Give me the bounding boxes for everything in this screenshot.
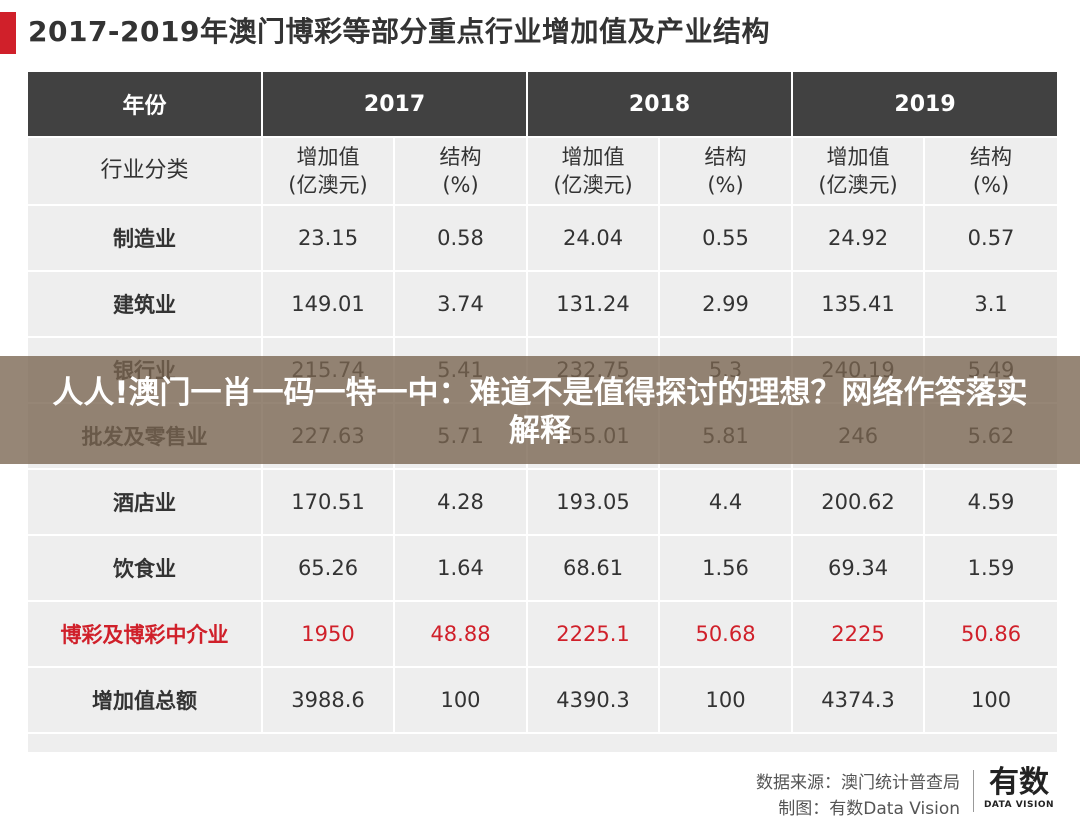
share-cell: 1.56 <box>659 535 794 602</box>
value-cell: 193.05 <box>527 469 661 536</box>
table-row: 博彩及博彩中介业 1950 48.88 2225.1 50.68 2225 50.86 <box>28 601 1058 668</box>
share-cell: 100 <box>659 667 794 734</box>
share-header: 结构 (%) <box>924 137 1058 206</box>
value-cell: 65.26 <box>262 535 395 602</box>
table-row: 饮食业 65.26 1.64 68.61 1.56 69.34 1.59 <box>28 535 1058 602</box>
year-2019: 2019 <box>792 72 1058 138</box>
footer-source: 数据来源：澳门统计普查局 制图：有数Data Vision <box>756 770 960 822</box>
share-cell: 0.58 <box>394 205 529 272</box>
column-header-row: 行业分类 增加值 (亿澳元) 结构 (%) 增加值 (亿澳元) 结构 (%) 增加值 (亿… <box>28 137 1058 206</box>
share-cell: 0.57 <box>924 205 1058 272</box>
value-cell: 3988.6 <box>262 667 395 734</box>
row-category: 博彩及博彩中介业 <box>28 601 263 668</box>
share-cell: 50.86 <box>924 601 1058 668</box>
value-cell: 24.92 <box>792 205 926 272</box>
table-row: 制造业 23.15 0.58 24.04 0.55 24.92 0.57 <box>28 205 1058 272</box>
row-category: 酒店业 <box>28 469 263 536</box>
logo-sub: DATA VISION <box>983 800 1055 810</box>
share-cell: 2.99 <box>659 271 794 338</box>
value-cell: 131.24 <box>527 271 661 338</box>
row-category: 饮食业 <box>28 535 263 602</box>
share-cell: 4.28 <box>394 469 529 536</box>
page-title: 2017-2019年澳门博彩等部分重点行业增加值及产业结构 <box>28 15 770 48</box>
data-vision-logo: 有数 DATA VISION <box>978 766 1060 818</box>
value-cell: 23.15 <box>262 205 395 272</box>
title-accent-bar <box>0 12 16 54</box>
share-cell: 1.59 <box>924 535 1058 602</box>
table-body: 制造业 23.15 0.58 24.04 0.55 24.92 0.57 建筑业 149.01 3… <box>28 205 1058 734</box>
share-cell: 3.1 <box>924 271 1058 338</box>
maker-text: 制图：有数Data Vision <box>778 799 960 819</box>
value-cell: 69.34 <box>792 535 926 602</box>
share-cell: 48.88 <box>394 601 529 668</box>
table-row: 建筑业 149.01 3.74 131.24 2.99 135.41 3.1 <box>28 271 1058 338</box>
share-cell: 4.59 <box>924 469 1058 536</box>
value-cell: 68.61 <box>527 535 661 602</box>
value-cell: 24.04 <box>527 205 661 272</box>
watermark-text: 人人!澳门一肖一码一特一中：难道不是值得探讨的理想？网络作答落实解释 <box>52 375 1028 449</box>
table-row: 增加值总额 3988.6 100 4390.3 100 4374.3 100 <box>28 667 1058 734</box>
value-cell: 2225 <box>792 601 926 668</box>
year-header-row: 年份 2017 2018 2019 <box>28 72 1058 138</box>
value-cell: 4374.3 <box>792 667 926 734</box>
category-label: 行业分类 <box>28 137 263 206</box>
value-cell: 149.01 <box>262 271 395 338</box>
share-cell: 3.74 <box>394 271 529 338</box>
table-row: 酒店业 170.51 4.28 193.05 4.4 200.62 4.59 <box>28 469 1058 536</box>
share-cell: 1.64 <box>394 535 529 602</box>
logo-divider <box>973 770 974 812</box>
share-cell: 50.68 <box>659 601 794 668</box>
value-header: 增加值 (亿澳元) <box>527 137 661 206</box>
watermark-banner <box>0 356 1080 464</box>
share-cell: 4.4 <box>659 469 794 536</box>
share-header: 结构 (%) <box>394 137 529 206</box>
year-2018: 2018 <box>527 72 794 138</box>
year-label: 年份 <box>28 72 263 138</box>
value-cell: 2225.1 <box>527 601 661 668</box>
share-cell: 100 <box>924 667 1058 734</box>
value-cell: 170.51 <box>262 469 395 536</box>
value-header: 增加值 (亿澳元) <box>792 137 926 206</box>
value-cell: 200.62 <box>792 469 926 536</box>
value-cell: 4390.3 <box>527 667 661 734</box>
value-header: 增加值 (亿澳元) <box>262 137 395 206</box>
value-cell: 1950 <box>262 601 395 668</box>
value-cell: 135.41 <box>792 271 926 338</box>
row-category: 制造业 <box>28 205 263 272</box>
share-cell: 100 <box>394 667 529 734</box>
share-header: 结构 (%) <box>659 137 794 206</box>
row-category: 增加值总额 <box>28 667 263 734</box>
share-cell: 0.55 <box>659 205 794 272</box>
row-category: 建筑业 <box>28 271 263 338</box>
year-2017: 2017 <box>262 72 529 138</box>
source-text: 数据来源：澳门统计普查局 <box>756 773 960 793</box>
logo-main: 有数 <box>989 765 1049 800</box>
